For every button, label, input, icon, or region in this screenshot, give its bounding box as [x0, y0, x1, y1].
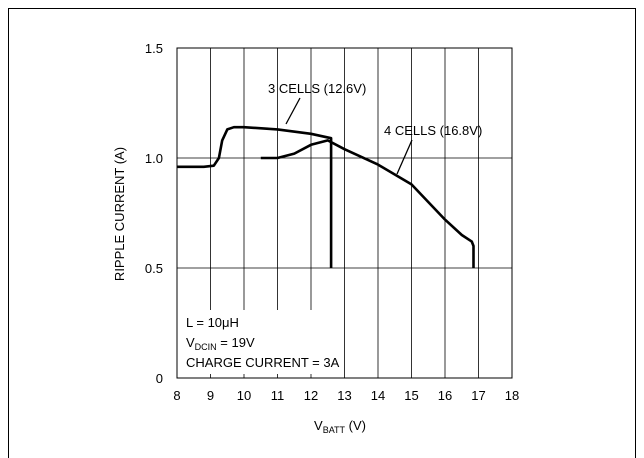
- condition-vdcin: VDCIN = 19V: [186, 335, 255, 352]
- condition-charge-current: CHARGE CURRENT = 3A: [186, 355, 340, 370]
- series-label-3-cells-leader: [285, 97, 301, 125]
- y-tick-labels: 0 0.5 1.0 1.5: [145, 41, 163, 386]
- x-tick-label: 16: [438, 388, 452, 403]
- series-label-3-cells: 3 CELLS (12.6V): [268, 81, 366, 96]
- x-axis-label-main: V: [314, 418, 323, 433]
- condition-vdcin-value: = 19V: [217, 335, 255, 350]
- y-tick-label: 0.5: [145, 261, 163, 276]
- x-tick-label: 18: [505, 388, 519, 403]
- series-line-3-cells: [177, 125, 333, 268]
- x-tick-label: 11: [271, 388, 285, 403]
- series-line-4-cells: [260, 139, 475, 268]
- x-tick-label: 17: [471, 388, 485, 403]
- x-tick-label: 8: [173, 388, 180, 403]
- x-tick-label: 10: [237, 388, 251, 403]
- series-lines: [177, 125, 475, 268]
- grid-lines: [177, 48, 512, 378]
- x-tick-label: 14: [371, 388, 385, 403]
- y-tick-label: 1.0: [145, 151, 163, 166]
- condition-inductance: L = 10μH: [186, 315, 239, 330]
- x-tick-label: 13: [337, 388, 351, 403]
- chart-frame: [8, 8, 636, 458]
- conditions-box: [181, 310, 322, 374]
- x-tick-label: 9: [207, 388, 214, 403]
- series-label-4-cells: 4 CELLS (16.8V): [384, 123, 482, 138]
- plot-area-border: [176, 47, 513, 379]
- y-tick-label: 1.5: [145, 41, 163, 56]
- x-axis-label-unit: (V): [345, 418, 366, 433]
- x-axis-label: VBATT (V): [314, 418, 366, 435]
- x-tick-labels: 8 9 10 11 12 13 14 15 16 17 18: [173, 388, 519, 403]
- x-tick-label: 12: [304, 388, 318, 403]
- y-tick-label: 0: [156, 371, 163, 386]
- y-axis-label: RIPPLE CURRENT (A): [112, 147, 127, 281]
- condition-vdcin-sub: DCIN: [195, 342, 217, 352]
- x-axis-label-sub: BATT: [323, 425, 346, 435]
- x-tick-label: 15: [404, 388, 418, 403]
- series-label-4-cells-leader: [396, 139, 413, 175]
- condition-vdcin-main: V: [186, 335, 195, 350]
